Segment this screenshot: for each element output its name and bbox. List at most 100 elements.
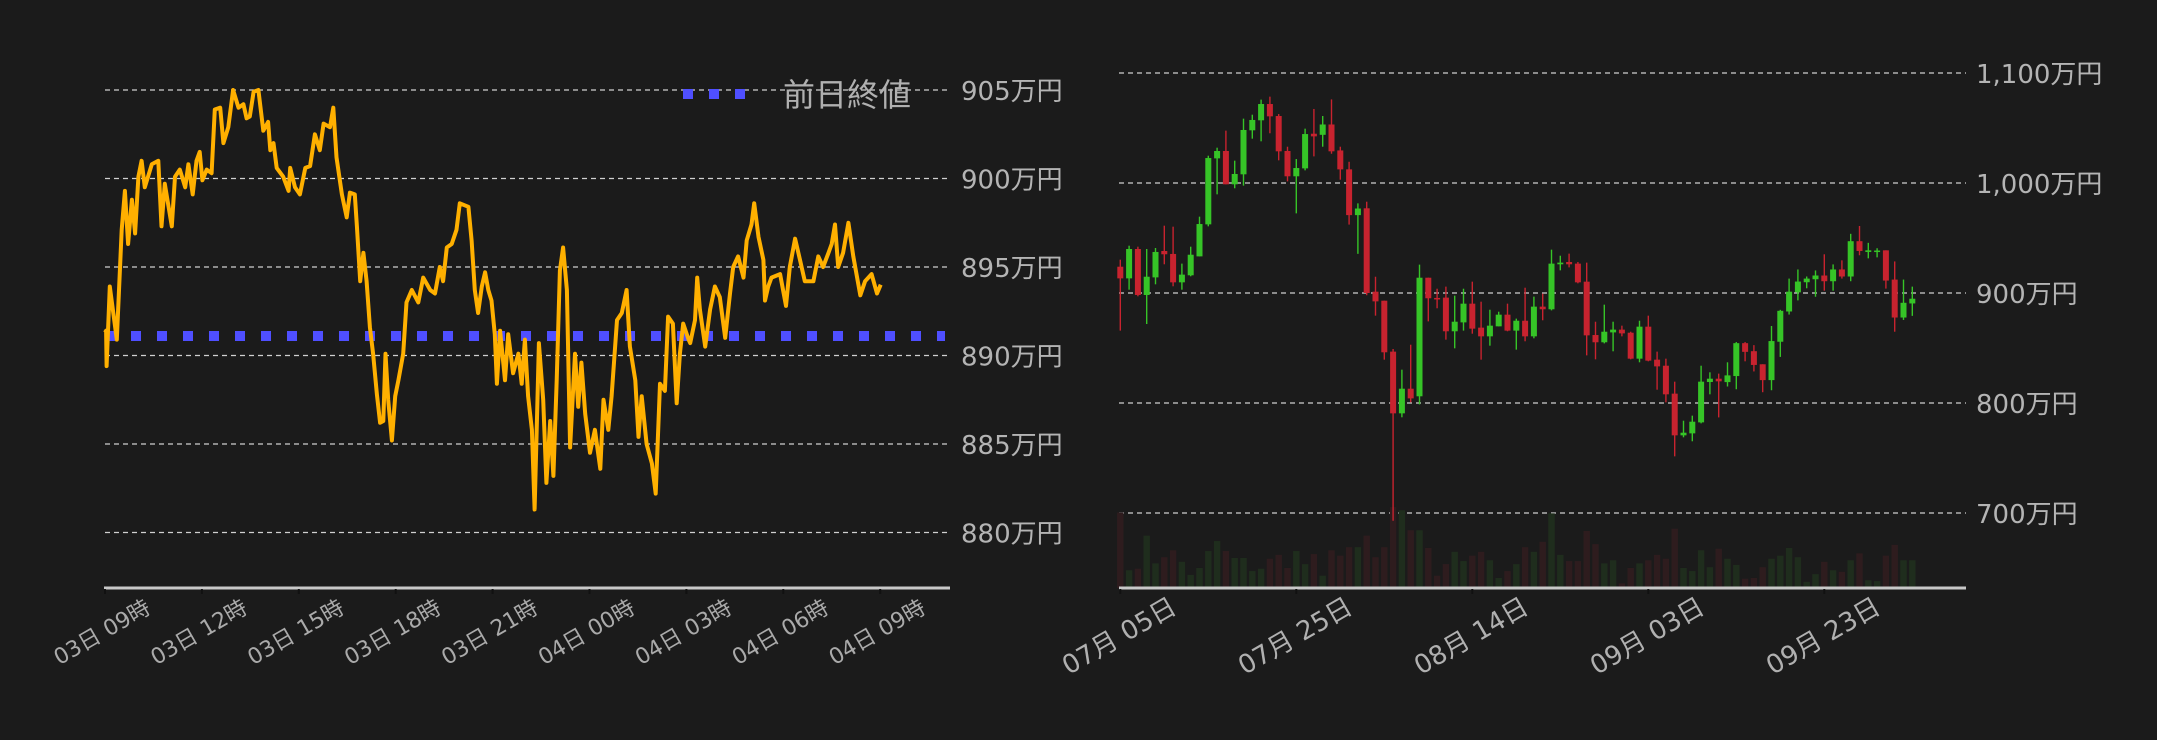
- volume-bar: [1363, 535, 1370, 588]
- candle-body: [1627, 332, 1634, 359]
- candle-body: [1170, 253, 1177, 283]
- candle-body: [1293, 168, 1300, 177]
- volume-bar: [1222, 551, 1230, 588]
- candle-body: [1768, 341, 1775, 381]
- volume-bar: [1548, 513, 1555, 588]
- volume-bar: [1425, 547, 1432, 588]
- candle-body: [1618, 329, 1625, 334]
- volume-bar: [1601, 563, 1608, 588]
- candle-body: [1786, 291, 1793, 312]
- volume-bar: [1891, 544, 1898, 588]
- candle-body: [1856, 241, 1863, 251]
- volume-bar: [1319, 575, 1326, 588]
- y-tick-label: 900万円: [1976, 280, 2078, 310]
- candle-body: [1222, 150, 1229, 185]
- volume-bar: [1838, 571, 1846, 588]
- price-line-group: [103, 88, 883, 512]
- y-tick-label: 1,100万円: [1976, 60, 2102, 90]
- candle-body: [1733, 343, 1740, 377]
- volume-bar: [1821, 561, 1828, 588]
- volume-bar: [1301, 564, 1309, 588]
- volume-bar: [1407, 530, 1414, 588]
- volume-bar: [1416, 530, 1423, 588]
- volume-bar: [1477, 551, 1485, 588]
- right-y-axis-labels: 1,100万円 1,000万円 900万円 800万円 700万円: [1976, 60, 2102, 530]
- candle-body: [1803, 278, 1810, 283]
- volume-bar: [1882, 555, 1890, 588]
- candle-body: [1654, 359, 1661, 367]
- y-tick-label: 880万円: [961, 520, 1063, 550]
- candle-body: [1178, 274, 1185, 283]
- volume-bar: [1398, 510, 1406, 588]
- volume-bar: [1134, 568, 1142, 588]
- volume-bar: [1865, 580, 1872, 588]
- candle-body: [1610, 329, 1617, 333]
- volume-bar: [1609, 560, 1617, 588]
- candle-body: [1486, 325, 1493, 337]
- candle-body: [1451, 321, 1458, 332]
- candle-body: [1266, 104, 1273, 117]
- volume-bar: [1275, 554, 1282, 588]
- volume-bar: [1310, 554, 1318, 588]
- volume-bar: [1257, 568, 1265, 588]
- candle-body: [1214, 150, 1221, 159]
- candle-body: [1522, 320, 1529, 337]
- candle-body: [1777, 310, 1784, 342]
- candle-body: [1830, 269, 1837, 282]
- candle-body: [1425, 277, 1432, 299]
- volume-bar: [1205, 551, 1212, 588]
- volume-bar: [1750, 577, 1758, 588]
- volume-bar: [1143, 535, 1150, 588]
- candle-body: [1847, 241, 1854, 277]
- candle-body: [1117, 266, 1124, 279]
- candle-body: [1706, 378, 1713, 382]
- right-gridlines: [1119, 72, 1966, 514]
- candle-body: [1310, 133, 1317, 137]
- volume-bar: [1187, 574, 1194, 588]
- volume-bar: [1513, 564, 1520, 588]
- y-tick-label: 905万円: [961, 77, 1063, 107]
- volume-bar: [1451, 551, 1458, 588]
- volume-bar: [1125, 570, 1133, 588]
- candle-body: [1865, 250, 1872, 252]
- candle-body: [1557, 262, 1564, 265]
- candle-body: [1689, 421, 1696, 434]
- candle-body: [1346, 169, 1353, 216]
- candle-body: [1874, 250, 1881, 253]
- volume-bar: [1284, 567, 1291, 588]
- volume-bar: [1266, 558, 1274, 588]
- candle-body: [1698, 381, 1705, 423]
- candle-body: [1407, 388, 1414, 399]
- volume-bar: [1768, 558, 1775, 588]
- volume-bar: [1521, 547, 1529, 588]
- candle-body: [1442, 297, 1449, 332]
- volume-bar: [1433, 575, 1441, 588]
- candle-body: [1398, 388, 1405, 414]
- volume-bar: [1354, 547, 1362, 588]
- candle-body: [1258, 104, 1265, 121]
- candle-body: [1574, 263, 1581, 283]
- candle-body: [1645, 326, 1652, 361]
- candle-body: [1381, 300, 1388, 353]
- candle-body: [1530, 306, 1537, 337]
- volume-bar: [1856, 553, 1863, 588]
- candles: [1117, 96, 1916, 521]
- candle-body: [1601, 331, 1608, 343]
- left-y-axis-labels: 905万円 900万円 895万円 890万円 885万円 880万円: [961, 77, 1063, 550]
- volume-bar: [1460, 561, 1467, 588]
- volume-bar: [1794, 557, 1802, 588]
- candle-body: [1504, 314, 1511, 331]
- candle-body: [1662, 365, 1669, 395]
- volume-bar: [1777, 555, 1784, 588]
- candle-body: [1495, 314, 1502, 327]
- volume-bar: [1389, 507, 1397, 588]
- volume-bar: [1557, 554, 1564, 588]
- y-tick-label: 900万円: [961, 166, 1063, 196]
- volume-bar: [1328, 550, 1335, 588]
- volume-bar: [1565, 561, 1573, 588]
- candle-body: [1671, 393, 1678, 436]
- volume-bar: [1530, 551, 1538, 588]
- volume-bar: [1900, 560, 1907, 588]
- volume-bar: [1636, 563, 1643, 588]
- candle-body: [1328, 124, 1335, 152]
